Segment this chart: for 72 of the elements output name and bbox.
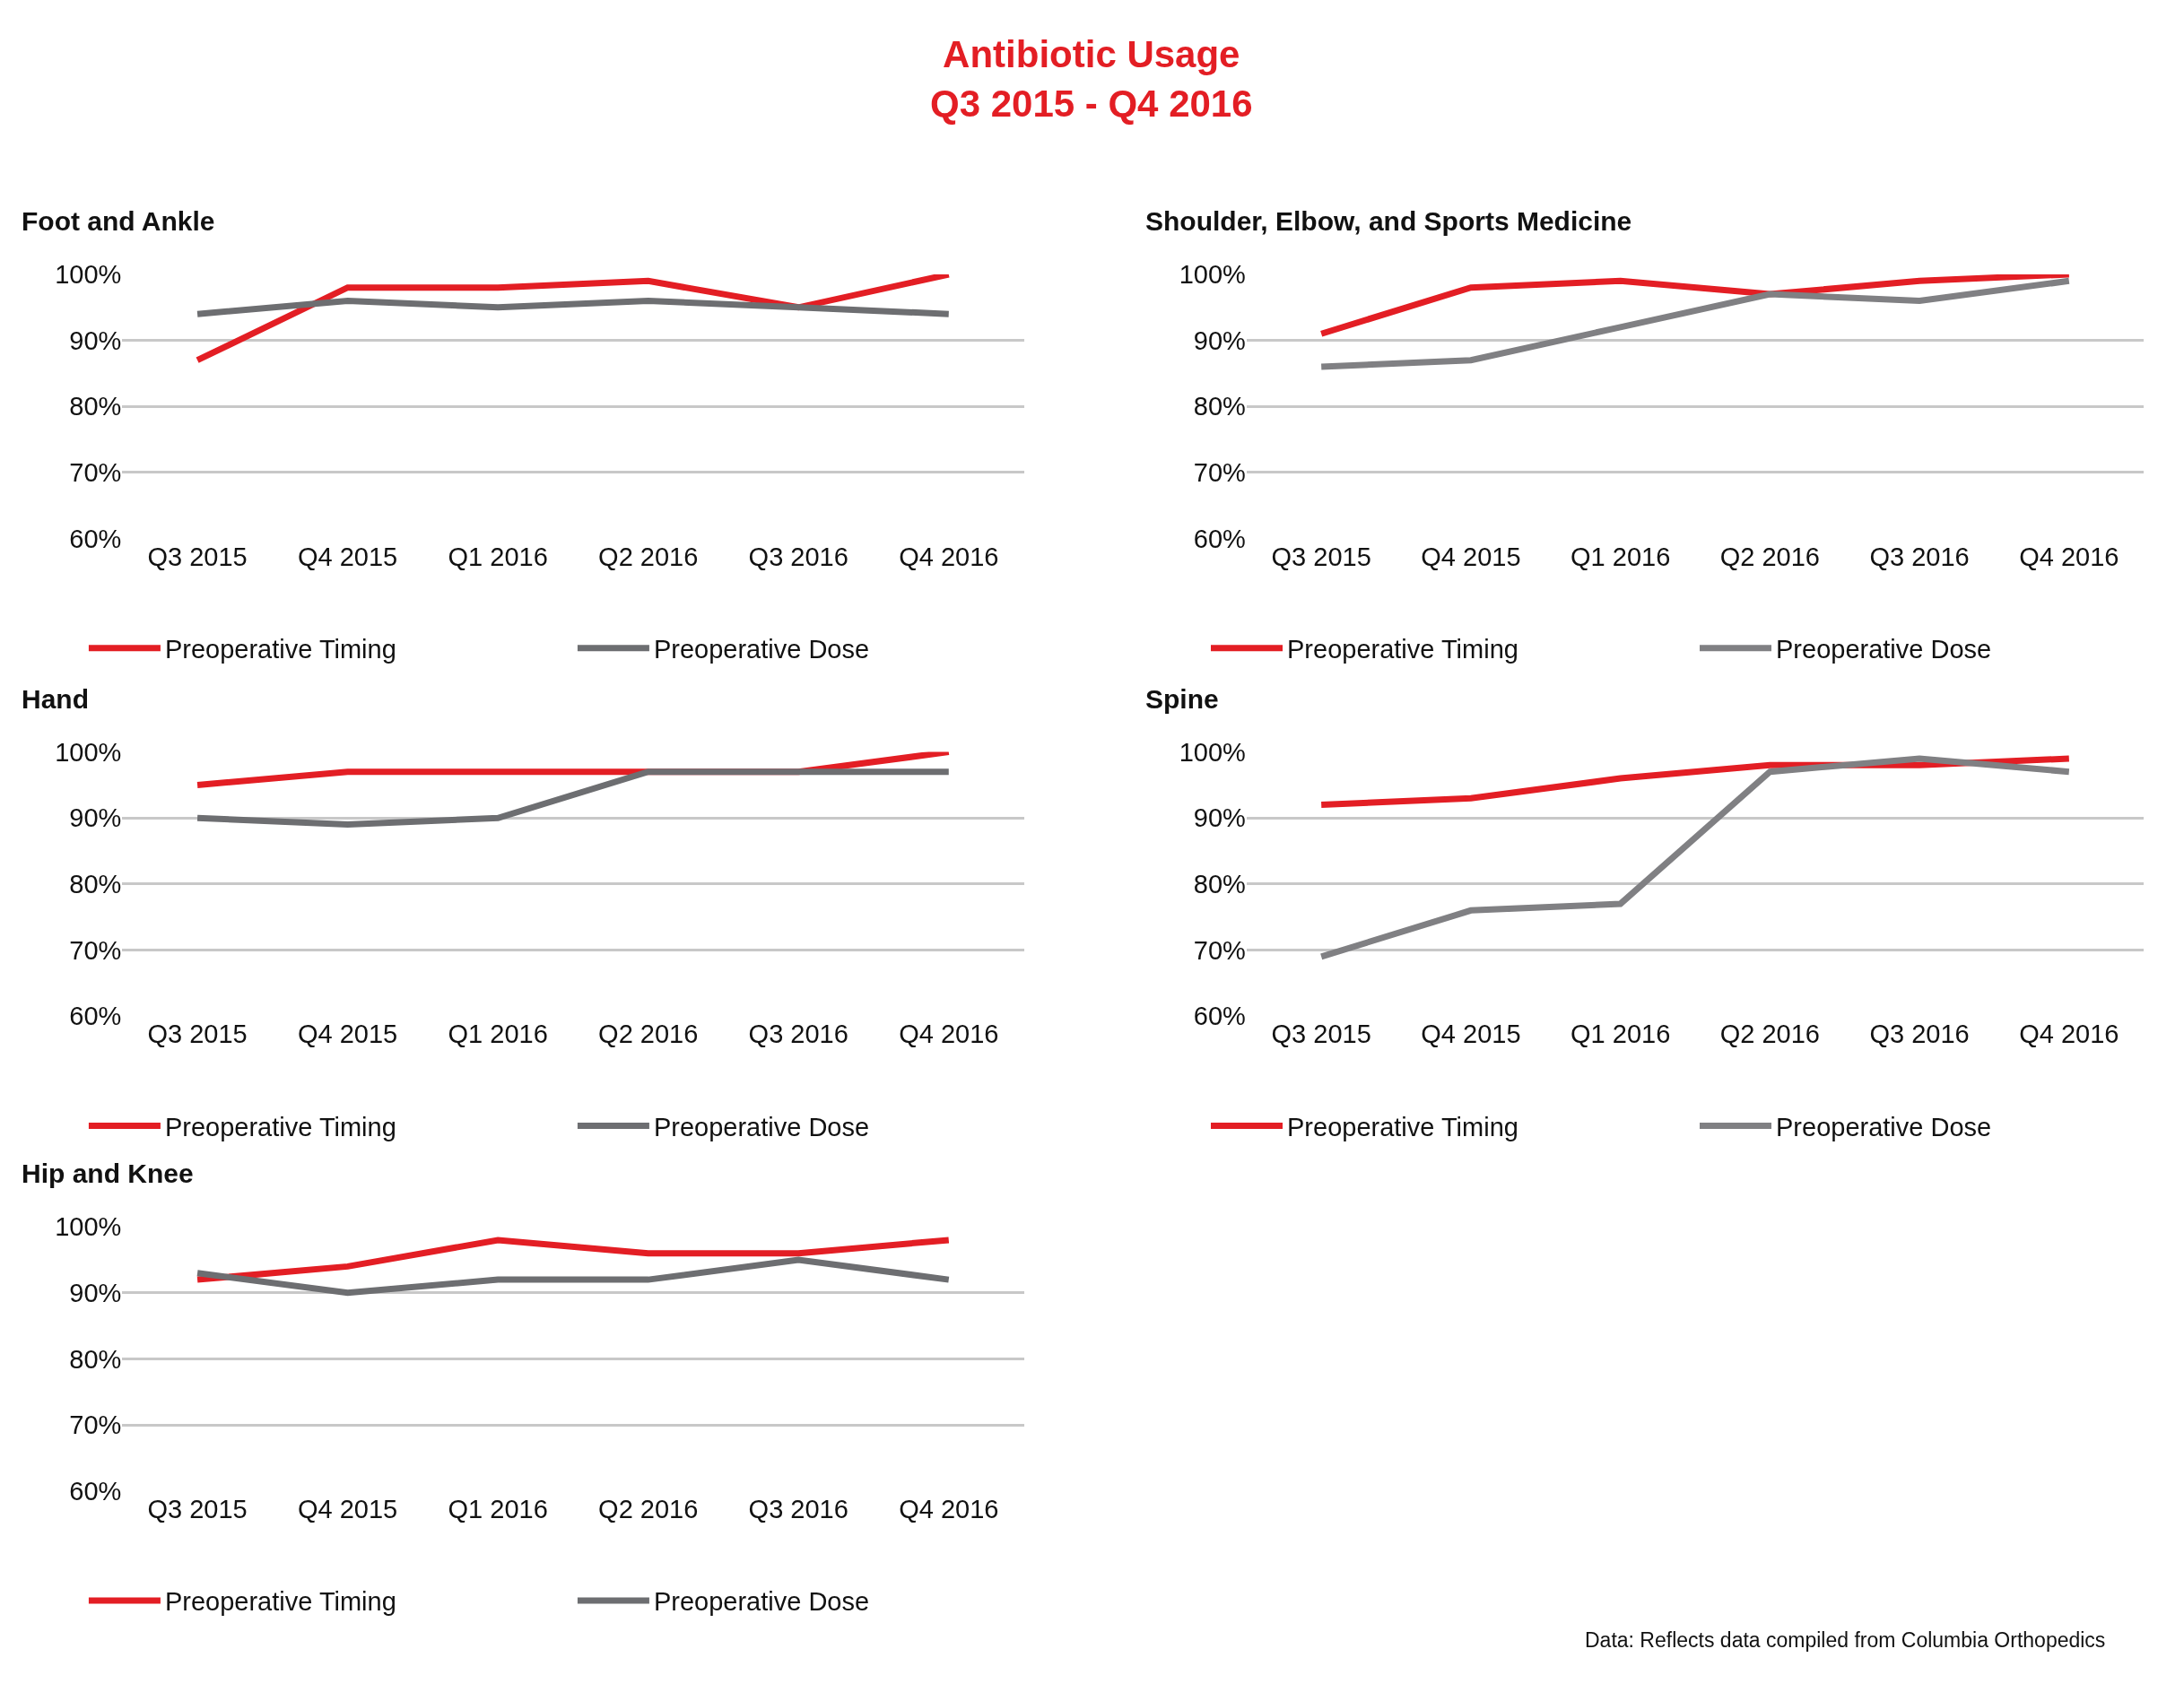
legend-label: Preoperative Timing	[164, 1587, 396, 1617]
y-tick-label: 80%	[69, 870, 122, 899]
chart-subtitle: Hand	[22, 684, 89, 714]
x-tick-label: Q3 2016	[748, 542, 848, 571]
y-tick-label: 80%	[69, 1344, 122, 1374]
x-tick-label: Q3 2015	[147, 542, 248, 571]
legend-label: Preoperative Dose	[1776, 1112, 1992, 1141]
x-tick-label: Q3 2015	[1271, 542, 1371, 571]
x-tick-label: Q4 2015	[1421, 1020, 1521, 1049]
y-tick-label: 90%	[69, 325, 122, 355]
x-tick-label: Q1 2016	[1571, 542, 1671, 571]
y-tick-label: 100%	[55, 260, 122, 290]
y-tick-label: 100%	[55, 737, 122, 767]
x-tick-label: Q4 2015	[297, 1020, 398, 1049]
x-tick-label: Q3 2016	[1869, 542, 1970, 571]
y-tick-label: 90%	[1193, 325, 1246, 355]
chart-title: Antibiotic Usage Q3 2015 - Q4 2016	[930, 33, 1253, 125]
chart-subtitle: Foot and Ankle	[22, 206, 215, 236]
y-tick-label: 80%	[69, 392, 122, 421]
x-tick-label: Q1 2016	[448, 1494, 548, 1523]
x-tick-label: Q4 2016	[2019, 542, 2119, 571]
x-tick-label: Q4 2015	[297, 542, 398, 571]
text: Data: Reflects data compiled from Columbia Orthopedics	[1585, 1628, 2106, 1652]
x-tick-label: Q4 2016	[899, 542, 999, 571]
x-tick-label: Q1 2016	[1571, 1020, 1671, 1049]
legend-label: Preoperative Dose	[1776, 635, 1992, 664]
chart-subtitle: Shoulder, Elbow, and Sports Medicine	[1145, 206, 1632, 236]
x-tick-label: Q3 2016	[748, 1020, 848, 1049]
y-tick-label: 70%	[1193, 458, 1246, 488]
y-tick-label: 80%	[1193, 392, 1246, 421]
x-tick-label: Q3 2015	[147, 1020, 248, 1049]
legend-label: Preoperative Timing	[164, 1112, 396, 1141]
y-tick-label: 70%	[69, 458, 122, 488]
legend-label: Preoperative Dose	[653, 1587, 870, 1617]
x-tick-label: Q1 2016	[448, 542, 548, 571]
x-tick-label: Q3 2016	[1869, 1020, 1970, 1049]
chart-subtitle: Hip and Knee	[22, 1159, 194, 1188]
x-tick-label: Q1 2016	[448, 1020, 548, 1049]
y-tick-label: 70%	[69, 1410, 122, 1440]
chart-subtitle: Spine	[1145, 684, 1219, 714]
y-tick-label: 70%	[1193, 935, 1246, 965]
y-tick-label: 80%	[1193, 870, 1246, 899]
y-tick-label: 90%	[69, 803, 122, 833]
y-tick-label: 70%	[69, 935, 122, 965]
y-tick-label: 60%	[1193, 1002, 1246, 1031]
legend-label: Preoperative Dose	[653, 1112, 870, 1141]
x-tick-label: Q2 2016	[598, 1020, 699, 1049]
x-tick-label: Q4 2016	[2019, 1020, 2119, 1049]
y-tick-label: 100%	[1179, 260, 1246, 290]
x-tick-label: Q2 2016	[598, 1494, 699, 1523]
legend-label: Preoperative Dose	[653, 635, 870, 664]
legend-label: Preoperative Timing	[164, 635, 396, 664]
x-tick-label: Q2 2016	[1719, 542, 1820, 571]
y-tick-label: 60%	[69, 1476, 122, 1506]
x-tick-label: Q4 2016	[899, 1020, 999, 1049]
x-tick-label: Q4 2015	[1421, 542, 1521, 571]
x-tick-label: Q4 2016	[899, 1494, 999, 1523]
x-tick-label: Q2 2016	[598, 542, 699, 571]
y-tick-label: 90%	[69, 1278, 122, 1307]
legend-label: Preoperative Timing	[1287, 1112, 1518, 1141]
y-tick-label: 100%	[55, 1212, 122, 1242]
x-tick-label: Q3 2016	[748, 1494, 848, 1523]
legend-label: Preoperative Timing	[1287, 635, 1518, 664]
x-tick-label: Q4 2015	[297, 1494, 398, 1523]
y-tick-label: 60%	[1193, 524, 1246, 553]
y-tick-label: 60%	[69, 524, 122, 553]
x-tick-label: Q2 2016	[1719, 1020, 1820, 1049]
y-tick-label: 90%	[1193, 803, 1246, 833]
x-tick-label: Q3 2015	[147, 1494, 248, 1523]
x-tick-label: Q3 2015	[1271, 1020, 1371, 1049]
y-tick-label: 60%	[69, 1002, 122, 1031]
y-tick-label: 100%	[1179, 737, 1246, 767]
